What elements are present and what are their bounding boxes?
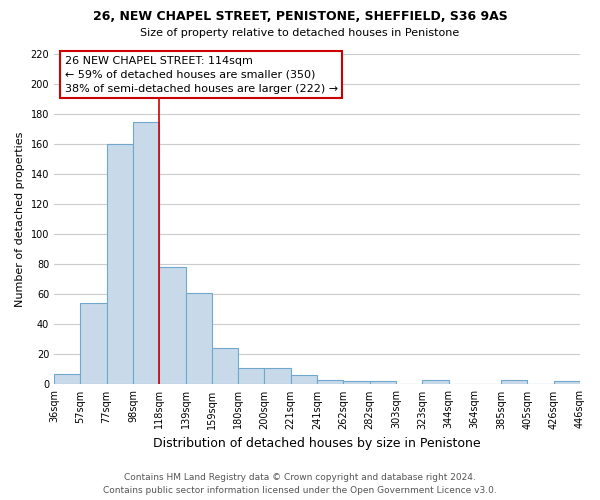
Bar [265,368,291,384]
Bar [185,293,212,384]
Bar [238,368,265,384]
Bar [107,144,133,384]
Bar [370,382,396,384]
Bar [291,376,317,384]
Bar [343,382,370,384]
Text: Size of property relative to detached houses in Penistone: Size of property relative to detached ho… [140,28,460,38]
Bar [501,380,527,384]
Bar [317,380,343,384]
Bar [133,122,159,384]
Bar [159,268,185,384]
Text: 26, NEW CHAPEL STREET, PENISTONE, SHEFFIELD, S36 9AS: 26, NEW CHAPEL STREET, PENISTONE, SHEFFI… [92,10,508,23]
Bar [80,304,107,384]
Bar [54,374,80,384]
Bar [212,348,238,384]
Y-axis label: Number of detached properties: Number of detached properties [15,132,25,307]
Bar [554,382,580,384]
Text: Contains HM Land Registry data © Crown copyright and database right 2024.
Contai: Contains HM Land Registry data © Crown c… [103,474,497,495]
Bar [422,380,449,384]
X-axis label: Distribution of detached houses by size in Penistone: Distribution of detached houses by size … [153,437,481,450]
Text: 26 NEW CHAPEL STREET: 114sqm
← 59% of detached houses are smaller (350)
38% of s: 26 NEW CHAPEL STREET: 114sqm ← 59% of de… [65,56,338,94]
